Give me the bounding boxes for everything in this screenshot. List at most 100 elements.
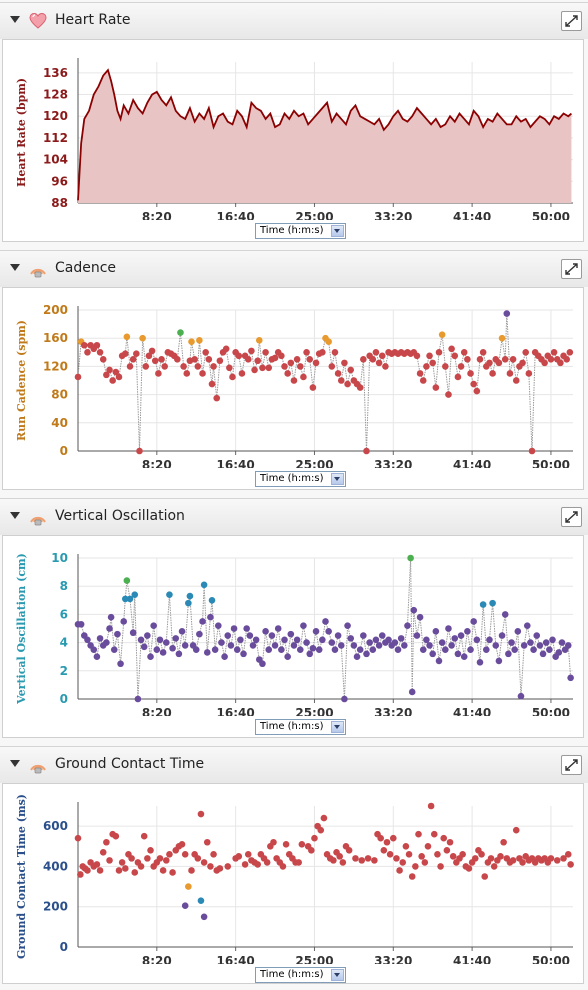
data-point[interactable]: [199, 618, 206, 625]
data-point[interactable]: [226, 364, 233, 372]
data-point[interactable]: [397, 635, 405, 642]
data-point[interactable]: [278, 352, 285, 360]
data-point[interactable]: [208, 597, 216, 604]
data-point[interactable]: [118, 859, 126, 866]
data-point[interactable]: [489, 599, 496, 607]
data-point[interactable]: [498, 632, 506, 639]
data-point[interactable]: [358, 857, 366, 864]
data-point[interactable]: [249, 642, 257, 649]
data-point[interactable]: [74, 373, 82, 381]
data-point[interactable]: [311, 834, 318, 842]
data-point[interactable]: [514, 628, 522, 635]
data-point[interactable]: [393, 855, 400, 862]
data-point[interactable]: [555, 649, 563, 656]
data-point[interactable]: [451, 352, 459, 360]
data-point[interactable]: [129, 356, 137, 363]
data-point[interactable]: [238, 370, 246, 377]
data-point[interactable]: [542, 639, 550, 646]
data-point[interactable]: [263, 859, 271, 866]
data-point[interactable]: [512, 826, 520, 834]
data-point[interactable]: [262, 349, 269, 356]
data-point[interactable]: [177, 329, 184, 336]
data-point[interactable]: [539, 650, 547, 658]
data-point[interactable]: [178, 628, 186, 635]
x-axis-select[interactable]: Time (h:m:s): [255, 471, 346, 487]
data-point[interactable]: [123, 577, 131, 584]
data-point[interactable]: [460, 653, 468, 660]
data-point[interactable]: [501, 611, 509, 618]
data-point[interactable]: [281, 363, 288, 370]
data-point[interactable]: [322, 618, 329, 625]
data-point[interactable]: [331, 349, 339, 356]
data-point[interactable]: [560, 855, 567, 862]
data-point[interactable]: [268, 632, 276, 639]
data-point[interactable]: [345, 847, 353, 854]
data-point[interactable]: [287, 359, 295, 367]
data-point[interactable]: [244, 851, 252, 858]
data-point[interactable]: [415, 830, 422, 838]
data-point[interactable]: [270, 838, 277, 846]
data-point[interactable]: [418, 853, 425, 860]
data-point[interactable]: [471, 855, 479, 862]
data-point[interactable]: [457, 632, 465, 639]
data-point[interactable]: [300, 622, 307, 629]
data-point[interactable]: [424, 842, 432, 850]
data-point[interactable]: [162, 639, 170, 646]
data-point[interactable]: [347, 635, 355, 642]
data-point[interactable]: [106, 857, 113, 864]
data-point[interactable]: [405, 851, 413, 858]
data-point[interactable]: [331, 646, 339, 653]
data-point[interactable]: [156, 636, 164, 644]
data-point[interactable]: [334, 370, 342, 377]
x-axis-select[interactable]: Time (h:m:s): [255, 967, 346, 983]
data-point[interactable]: [553, 857, 561, 864]
data-point[interactable]: [252, 636, 260, 644]
data-point[interactable]: [377, 834, 384, 842]
data-point[interactable]: [147, 847, 154, 854]
data-point[interactable]: [293, 636, 301, 644]
data-point[interactable]: [185, 883, 192, 890]
data-point[interactable]: [259, 364, 266, 372]
data-point[interactable]: [419, 646, 427, 653]
data-point[interactable]: [271, 354, 279, 362]
data-point[interactable]: [334, 632, 342, 639]
data-point[interactable]: [197, 810, 205, 818]
data-point[interactable]: [99, 849, 107, 856]
data-point[interactable]: [77, 620, 85, 628]
data-point[interactable]: [440, 834, 448, 842]
data-point[interactable]: [106, 366, 113, 374]
data-point[interactable]: [188, 338, 195, 346]
data-point[interactable]: [106, 625, 113, 632]
data-point[interactable]: [501, 356, 509, 363]
data-point[interactable]: [564, 642, 572, 649]
data-point[interactable]: [533, 632, 541, 639]
data-point[interactable]: [330, 857, 337, 864]
data-point[interactable]: [103, 371, 110, 379]
data-point[interactable]: [372, 349, 380, 356]
data-point[interactable]: [200, 913, 208, 921]
data-point[interactable]: [478, 851, 485, 858]
data-point[interactable]: [254, 861, 262, 868]
data-point[interactable]: [454, 650, 462, 658]
data-point[interactable]: [497, 853, 504, 860]
data-point[interactable]: [244, 356, 252, 363]
data-point[interactable]: [208, 380, 216, 388]
data-point[interactable]: [110, 646, 118, 653]
data-point[interactable]: [96, 349, 104, 356]
data-point[interactable]: [476, 659, 484, 666]
data-point[interactable]: [567, 861, 574, 868]
data-point[interactable]: [413, 632, 421, 639]
data-point[interactable]: [495, 657, 503, 665]
data-point[interactable]: [328, 363, 336, 370]
data-point[interactable]: [445, 625, 452, 632]
data-point[interactable]: [519, 859, 526, 866]
data-point[interactable]: [509, 356, 517, 363]
data-point[interactable]: [563, 356, 570, 363]
data-point[interactable]: [375, 359, 383, 367]
data-point[interactable]: [567, 674, 574, 682]
data-point[interactable]: [137, 636, 145, 644]
data-point[interactable]: [74, 834, 82, 842]
data-point[interactable]: [341, 695, 348, 703]
data-point[interactable]: [183, 370, 191, 377]
data-point[interactable]: [133, 350, 140, 358]
